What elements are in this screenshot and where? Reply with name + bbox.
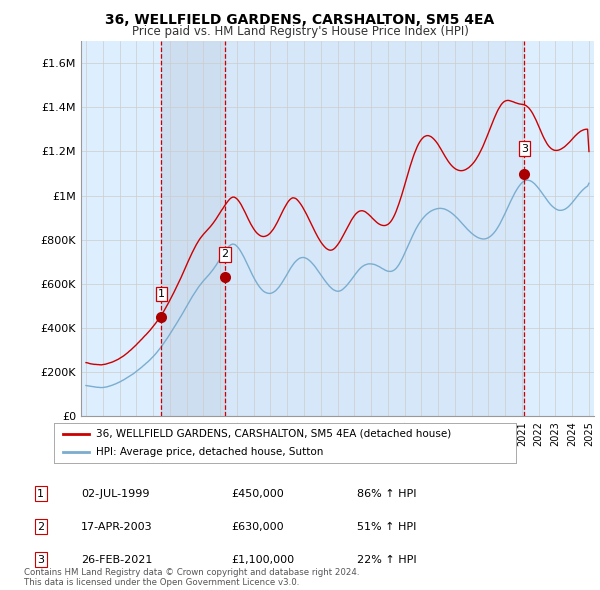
- Text: 2: 2: [221, 250, 229, 260]
- Text: Contains HM Land Registry data © Crown copyright and database right 2024.
This d: Contains HM Land Registry data © Crown c…: [24, 568, 359, 587]
- Text: 2: 2: [37, 522, 44, 532]
- Text: 3: 3: [37, 555, 44, 565]
- Text: 3: 3: [521, 144, 528, 154]
- Text: 36, WELLFIELD GARDENS, CARSHALTON, SM5 4EA: 36, WELLFIELD GARDENS, CARSHALTON, SM5 4…: [106, 13, 494, 27]
- Text: 22% ↑ HPI: 22% ↑ HPI: [357, 555, 416, 565]
- Text: 1: 1: [37, 489, 44, 499]
- Text: 86% ↑ HPI: 86% ↑ HPI: [357, 489, 416, 499]
- Text: £450,000: £450,000: [231, 489, 284, 499]
- Text: £630,000: £630,000: [231, 522, 284, 532]
- Bar: [161, 41, 225, 416]
- Bar: [225, 41, 524, 416]
- Text: 1: 1: [158, 289, 165, 299]
- Text: £1,100,000: £1,100,000: [231, 555, 294, 565]
- Text: 26-FEB-2021: 26-FEB-2021: [81, 555, 152, 565]
- Text: 51% ↑ HPI: 51% ↑ HPI: [357, 522, 416, 532]
- Text: 02-JUL-1999: 02-JUL-1999: [81, 489, 149, 499]
- Text: HPI: Average price, detached house, Sutton: HPI: Average price, detached house, Sutt…: [95, 447, 323, 457]
- Text: Price paid vs. HM Land Registry's House Price Index (HPI): Price paid vs. HM Land Registry's House …: [131, 25, 469, 38]
- Text: 36, WELLFIELD GARDENS, CARSHALTON, SM5 4EA (detached house): 36, WELLFIELD GARDENS, CARSHALTON, SM5 4…: [95, 429, 451, 439]
- Text: 17-APR-2003: 17-APR-2003: [81, 522, 152, 532]
